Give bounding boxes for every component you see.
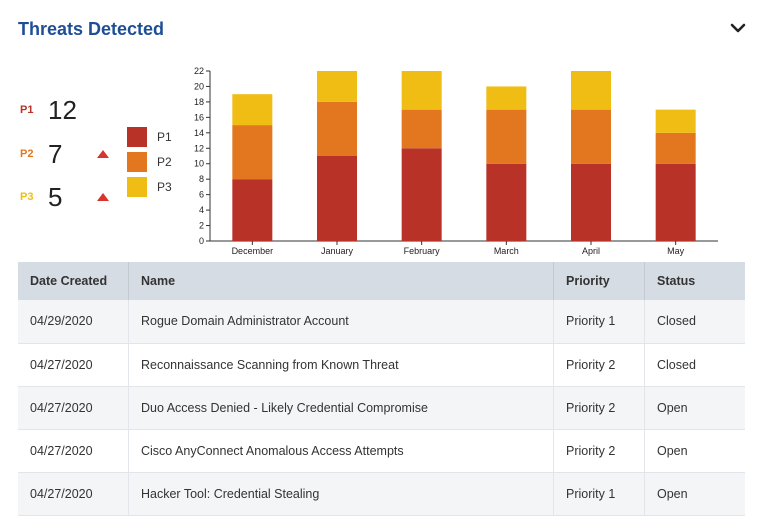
- cell-status: Open: [657, 486, 688, 501]
- y-tick-label: 12: [194, 143, 204, 153]
- table-header-row: Date Created Name Priority Status: [18, 262, 745, 300]
- cell-date: 04/27/2020: [18, 472, 129, 515]
- legend-label-p2: P2: [157, 155, 172, 169]
- summary-p2-value: 7: [48, 138, 63, 169]
- table-row[interactable]: 04/27/2020 Reconnaissance Scanning from …: [18, 343, 745, 386]
- bar-p3-january: [317, 71, 357, 102]
- cell-name: Cisco AnyConnect Anomalous Access Attemp…: [128, 429, 554, 472]
- panel-title: Threats Detected: [18, 19, 165, 39]
- cell-priority: Priority 1: [553, 472, 645, 515]
- legend-item-p2: P2: [127, 152, 172, 172]
- chevron-down-icon: [730, 23, 746, 33]
- x-tick-label: April: [582, 246, 600, 256]
- bar-p2-january: [317, 101, 357, 156]
- summary-p3: P3 5: [20, 182, 110, 212]
- bar-p2-february: [401, 109, 442, 149]
- bar-p3-february: [401, 71, 442, 110]
- bar-p1-december: [232, 179, 273, 241]
- legend-label-p1: P1: [157, 130, 172, 144]
- legend-label-p3: P3: [157, 180, 172, 194]
- summary-p1-value: 12: [48, 94, 77, 125]
- y-tick-label: 4: [199, 205, 204, 215]
- x-tick-label: January: [321, 246, 354, 256]
- y-tick-label: 0: [199, 236, 204, 246]
- cell-date: 04/27/2020: [18, 386, 129, 429]
- y-tick-label: 20: [194, 81, 204, 91]
- bar-p3-april: [571, 71, 611, 110]
- cell-status: Open: [657, 400, 688, 415]
- y-tick-label: 16: [194, 112, 204, 122]
- trend-up-icon: [97, 193, 109, 201]
- cell-status: Closed: [657, 314, 696, 329]
- cell-name: Reconnaissance Scanning from Known Threa…: [128, 343, 554, 386]
- x-tick-label: December: [232, 246, 274, 256]
- legend-swatch-p1: [127, 127, 147, 147]
- cell-status: Closed: [657, 357, 696, 372]
- bar-p1-may: [655, 163, 696, 241]
- bar-p3-december: [232, 94, 273, 126]
- column-header-name[interactable]: Name: [128, 262, 554, 300]
- trend-up-icon: [97, 150, 109, 158]
- bar-p2-may: [655, 132, 696, 164]
- legend-item-p3: P3: [127, 177, 172, 197]
- cell-priority: Priority 1: [553, 300, 645, 343]
- bar-p1-march: [486, 163, 527, 241]
- cell-name: Hacker Tool: Credential Stealing: [128, 472, 554, 515]
- column-header-status[interactable]: Status: [657, 274, 696, 288]
- x-tick-label: May: [667, 246, 685, 256]
- bar-p2-april: [571, 109, 611, 164]
- cell-name: Rogue Domain Administrator Account: [128, 300, 554, 343]
- cell-priority: Priority 2: [553, 343, 645, 386]
- y-tick-label: 2: [199, 221, 204, 231]
- column-header-priority[interactable]: Priority: [553, 262, 645, 300]
- x-tick-label: February: [404, 246, 441, 256]
- summary-p1: P1 12: [20, 95, 92, 125]
- table-row[interactable]: 04/27/2020 Duo Access Denied - Likely Cr…: [18, 386, 745, 429]
- table-row[interactable]: 04/27/2020 Cisco AnyConnect Anomalous Ac…: [18, 429, 745, 472]
- bar-p3-march: [486, 86, 527, 110]
- cell-date: 04/27/2020: [18, 343, 129, 386]
- x-tick-label: March: [494, 246, 519, 256]
- summary-p1-label: P1: [20, 104, 34, 116]
- legend-swatch-p3: [127, 177, 147, 197]
- collapse-button[interactable]: [728, 18, 748, 38]
- legend-item-p1: P1: [127, 127, 172, 147]
- table-row[interactable]: 04/27/2020 Hacker Tool: Credential Steal…: [18, 472, 745, 515]
- bar-p1-january: [317, 156, 357, 241]
- bar-p1-april: [571, 163, 611, 241]
- cell-name: Duo Access Denied - Likely Credential Co…: [128, 386, 554, 429]
- table-row[interactable]: 04/29/2020 Rogue Domain Administrator Ac…: [18, 300, 745, 343]
- summary-p2: P2 7: [20, 139, 110, 169]
- threats-bar-chart: 0 2 4 6 8 10 12 14 16 18 20 22 December January Februa…: [194, 66, 718, 256]
- summary-p3-label: P3: [20, 191, 34, 203]
- y-tick-label: 14: [194, 128, 204, 138]
- cell-status: Open: [657, 443, 688, 458]
- y-tick-label: 22: [194, 66, 204, 76]
- column-header-date[interactable]: Date Created: [18, 262, 129, 300]
- y-tick-label: 8: [199, 174, 204, 184]
- bar-p2-december: [232, 125, 273, 180]
- cell-priority: Priority 2: [553, 386, 645, 429]
- bar-p2-march: [486, 109, 527, 164]
- summary-p3-value: 5: [48, 181, 63, 212]
- summary-p2-label: P2: [20, 148, 34, 160]
- y-tick-label: 10: [194, 159, 204, 169]
- cell-date: 04/27/2020: [18, 429, 129, 472]
- threats-table: Date Created Name Priority Status 04/29/…: [18, 262, 745, 516]
- cell-date: 04/29/2020: [18, 300, 129, 343]
- bar-p3-may: [655, 109, 696, 133]
- bar-p1-february: [401, 148, 442, 241]
- y-tick-label: 6: [199, 190, 204, 200]
- cell-priority: Priority 2: [553, 429, 645, 472]
- y-tick-label: 18: [194, 97, 204, 107]
- legend-swatch-p2: [127, 152, 147, 172]
